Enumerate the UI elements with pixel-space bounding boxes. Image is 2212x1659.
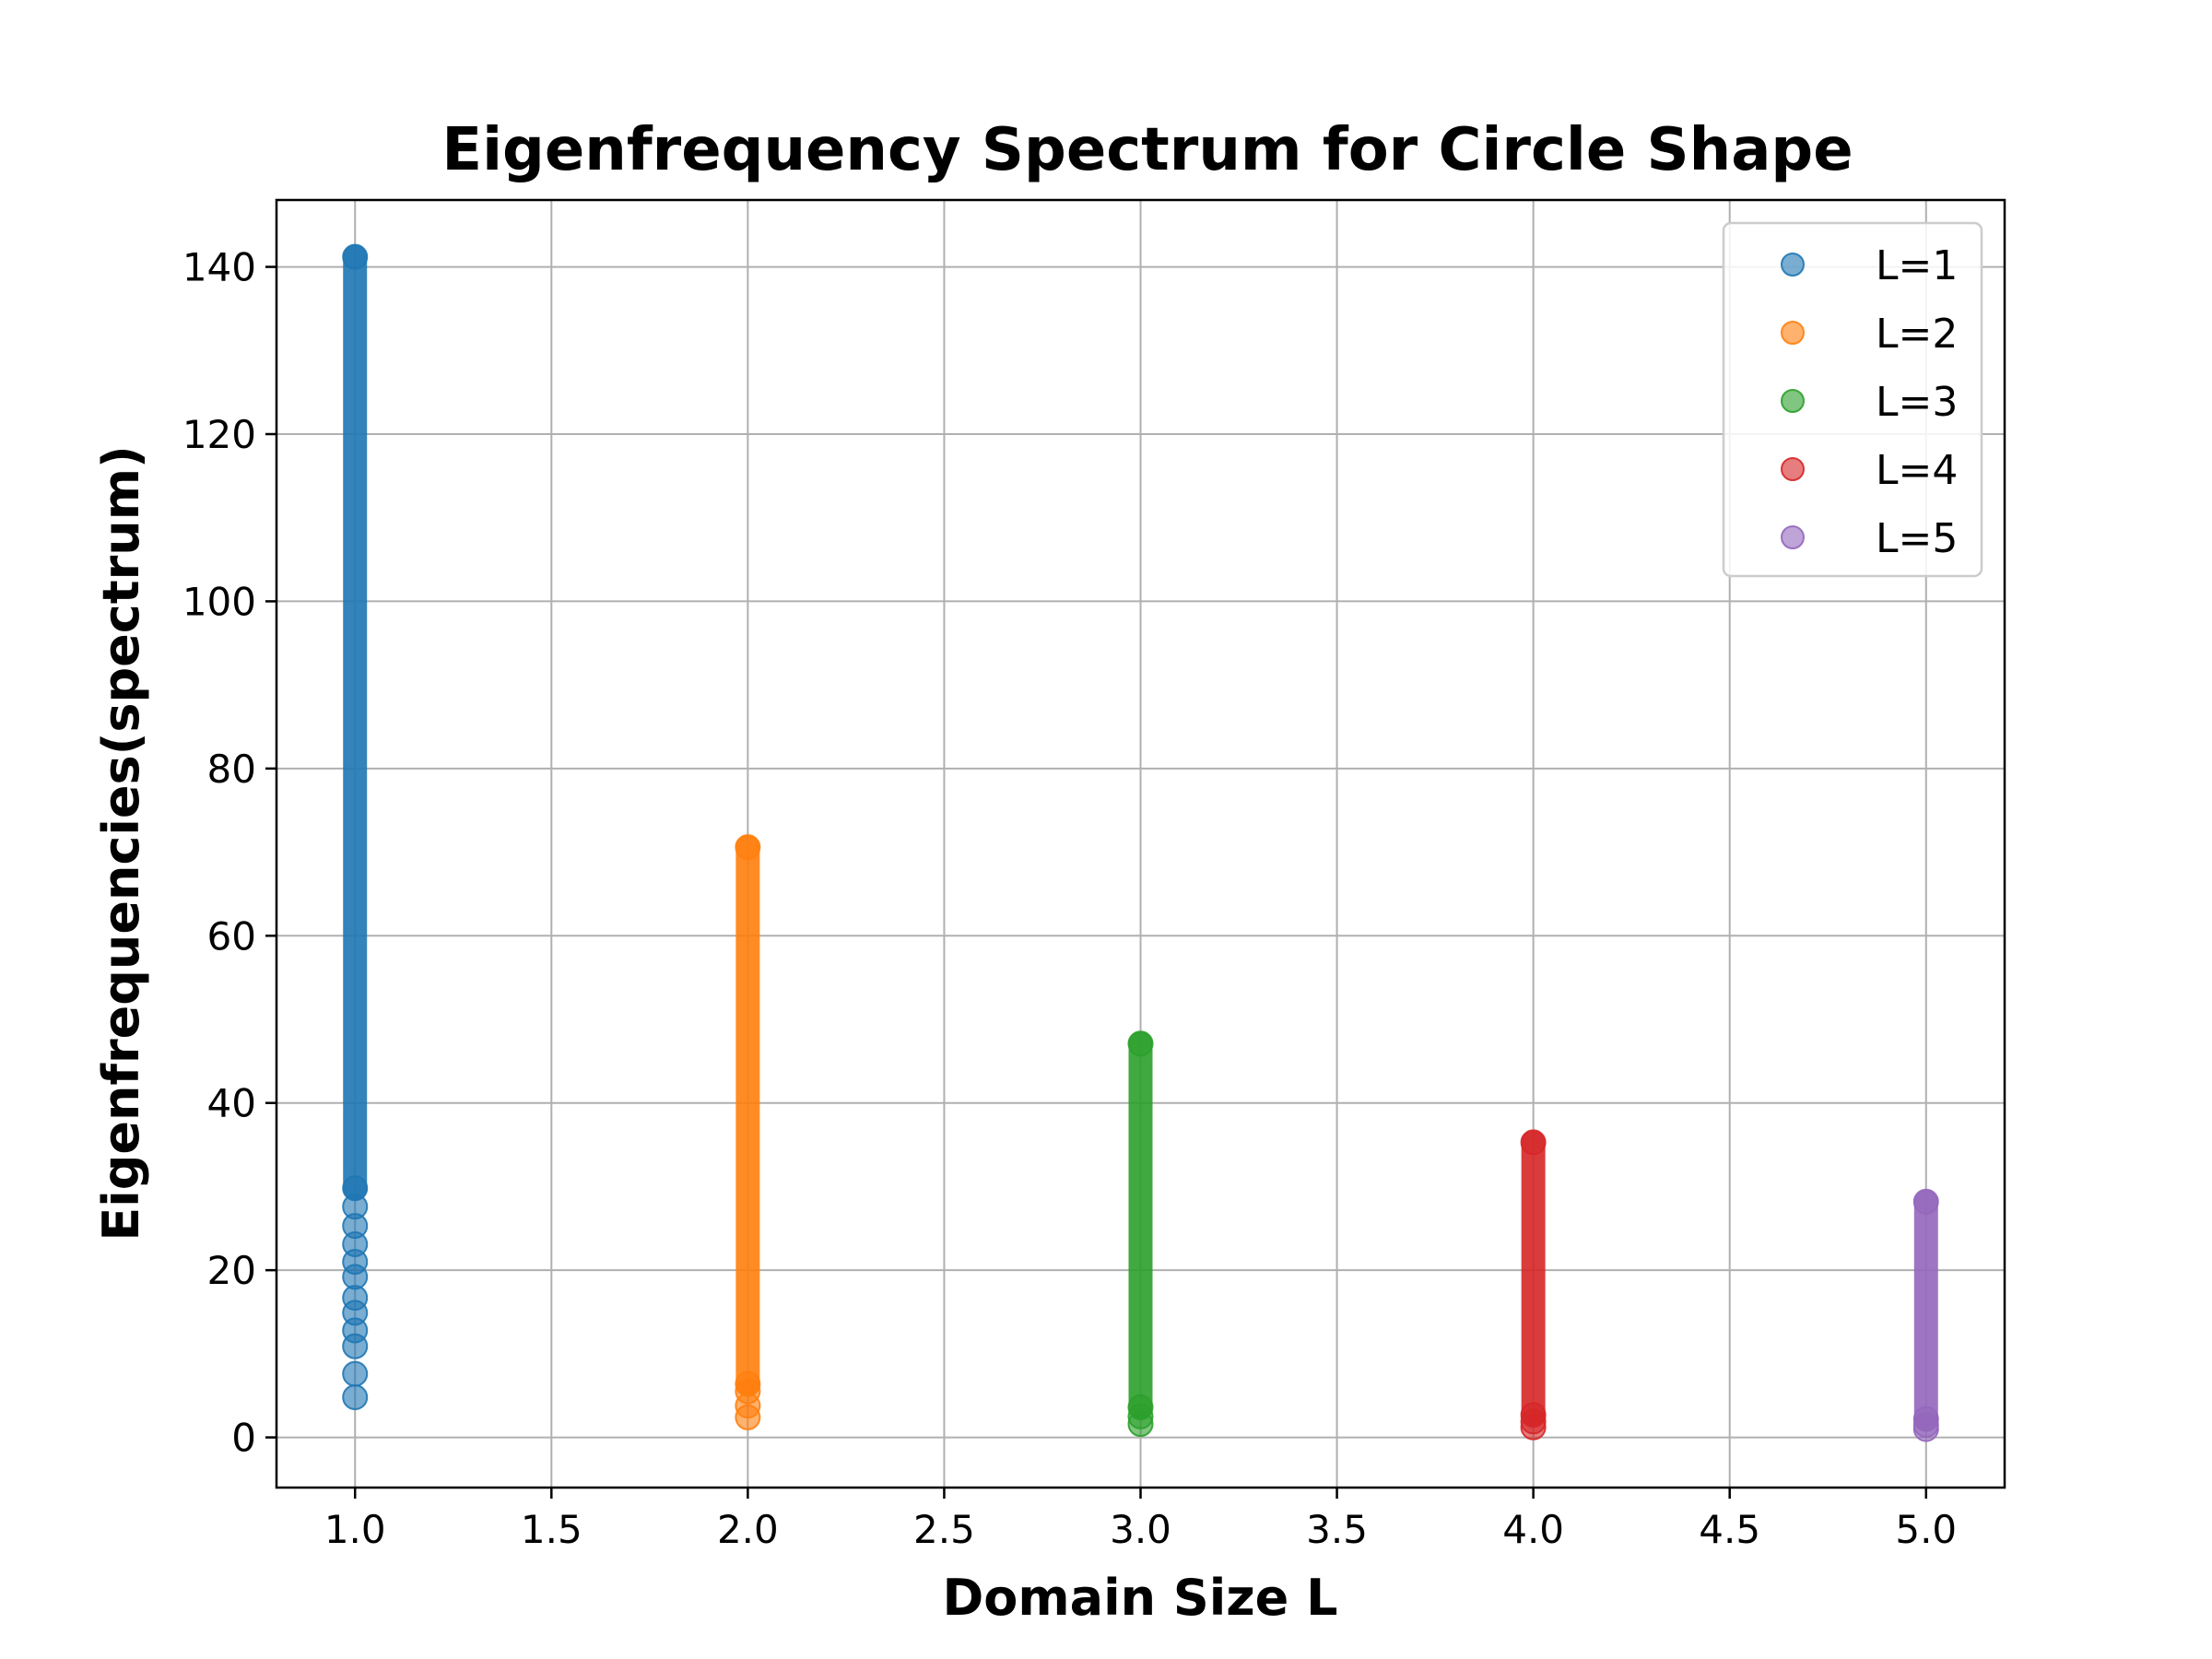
data-point [342,243,369,270]
x-tick-label: 2.0 [717,1507,779,1552]
legend-items: L=1 L=2 L=3 L=4 L=5 [1781,242,1958,562]
data-point [1520,1129,1547,1156]
x-tick-label: 1.0 [324,1507,386,1552]
x-tick-label: 3.0 [1110,1507,1171,1552]
y-tick-label: 140 [182,245,256,290]
y-tick-label: 20 [207,1248,256,1293]
series-points [342,243,369,1411]
legend-box [1722,221,1983,578]
series-points [1912,1188,1939,1442]
x-axis-ticks: 1.0 1.5 2.0 2.5 3.0 3.5 4.0 4.5 5.0 [324,1488,1957,1552]
legend-label: L=5 [1876,515,1958,562]
data-point [342,1384,369,1411]
y-axis-label: Eigenfrequencies(spectrum) [92,445,150,1241]
data-point [1520,1402,1547,1429]
y-tick-label: 60 [207,913,256,959]
data-points [342,243,1939,1442]
legend-marker [1781,389,1805,413]
data-point [735,1371,761,1397]
series-points [1520,1129,1547,1441]
legend-label: L=2 [1876,311,1958,358]
legend-marker [1781,457,1805,481]
legend-label: L=4 [1876,447,1958,494]
series-points [735,834,761,1430]
grid-lines [276,200,2005,1488]
data-point [735,834,761,861]
y-axis-ticks: 0 20 40 60 80 100 120 140 [182,245,276,1461]
data-point [1127,1394,1154,1420]
y-tick-label: 40 [207,1081,256,1126]
y-tick-label: 100 [182,579,256,624]
x-tick-label: 4.5 [1699,1507,1760,1552]
legend-label: L=3 [1876,379,1958,426]
data-point [1127,1030,1154,1057]
data-point [342,1360,369,1387]
y-tick-label: 120 [182,412,256,457]
data-point [342,1175,369,1202]
chart-title: Eigenfrequency Spectrum for Circle Shape [441,116,1853,184]
x-tick-label: 3.5 [1306,1507,1368,1552]
x-axis-label: Domain Size L [942,1569,1337,1627]
y-tick-label: 0 [231,1416,256,1461]
series-points [1127,1030,1154,1438]
y-tick-label: 80 [207,747,256,792]
x-tick-label: 5.0 [1895,1507,1957,1552]
data-point [1912,1406,1939,1432]
legend: L=1 L=2 L=3 L=4 L=5 [1722,221,1983,578]
legend-marker [1781,525,1805,549]
legend-marker [1781,321,1805,345]
legend-marker [1781,253,1805,276]
x-tick-label: 1.5 [521,1507,582,1552]
legend-label: L=1 [1876,242,1958,289]
x-tick-label: 4.0 [1502,1507,1564,1552]
data-point [1912,1188,1939,1215]
x-tick-label: 2.5 [913,1507,975,1552]
